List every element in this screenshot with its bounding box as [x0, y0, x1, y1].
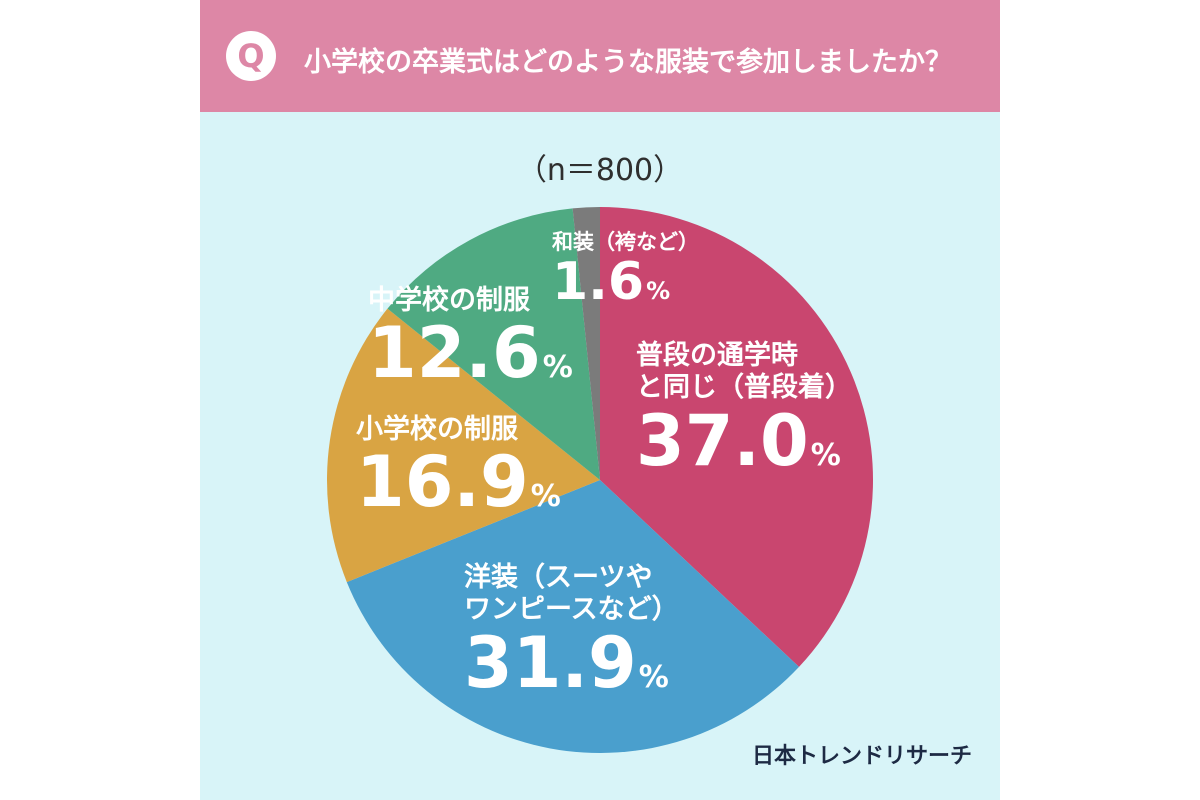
- pie-slice-4: [572, 207, 600, 480]
- slice-value-number: 37.0: [636, 399, 809, 482]
- slice-value-unit: %: [530, 479, 561, 515]
- pie-slice-3: [387, 208, 600, 481]
- pie-slice-0: [600, 207, 873, 667]
- q-badge: Q: [226, 31, 276, 81]
- pie-slice-1: [346, 480, 800, 753]
- slice-value: 1.6%: [552, 255, 699, 310]
- slice-value-unit: %: [542, 350, 573, 386]
- slice-value: 16.9%: [356, 446, 561, 520]
- slice-value-unit: %: [638, 659, 669, 695]
- slice-label-junior-high-uniform: 中学校の制服 12.6%: [368, 285, 573, 391]
- slice-value-unit: %: [810, 437, 841, 473]
- slice-category: ワンピースなど）: [464, 594, 679, 626]
- slice-value: 12.6%: [368, 317, 573, 391]
- slice-category: 中学校の制服: [368, 285, 530, 316]
- chart-card: Q 小学校の卒業式はどのような服装で参加しましたか？ （n＝800） 普段の通学…: [200, 0, 1000, 800]
- slice-value-number: 12.6: [368, 312, 541, 395]
- slice-value-number: 1.6: [552, 252, 645, 313]
- pie-chart: [327, 207, 873, 753]
- slice-value-number: 16.9: [356, 441, 529, 524]
- slice-label-western-wear: 洋装（スーツや ワンピースなど） 31.9%: [464, 562, 679, 700]
- sample-size: （n＝800）: [516, 153, 684, 188]
- slice-label-japanese-wear: 和装（袴など） 1.6%: [552, 230, 699, 310]
- slice-label-regular-clothes: 普段の通学時 と同じ（普段着） 37.0%: [636, 340, 852, 478]
- slice-category: 洋装（スーツや: [464, 562, 653, 593]
- question-text: 小学校の卒業式はどのような服装で参加しましたか？: [304, 47, 952, 78]
- slice-category: 普段の通学時: [636, 340, 798, 371]
- slice-value: 31.9%: [464, 626, 679, 701]
- slice-category: 和装（袴など）: [552, 230, 699, 254]
- slice-value-number: 31.9: [464, 621, 637, 704]
- slice-category: 小学校の制服: [356, 414, 518, 445]
- slice-label-elementary-uniform: 小学校の制服 16.9%: [356, 414, 561, 520]
- pie-slice-2: [327, 308, 600, 583]
- brand-logo-text: 日本トレンドリサーチ: [751, 744, 972, 769]
- slice-category: と同じ（普段着）: [636, 372, 852, 404]
- question-header: Q 小学校の卒業式はどのような服装で参加しましたか？: [200, 0, 1000, 112]
- slice-value: 37.0%: [636, 404, 852, 479]
- slice-value-unit: %: [646, 277, 671, 306]
